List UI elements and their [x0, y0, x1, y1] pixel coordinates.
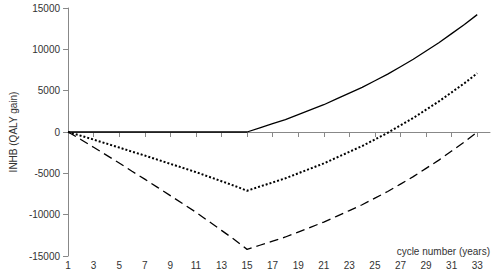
svg-text:-10000: -10000 — [29, 209, 61, 220]
svg-text:21: 21 — [318, 260, 330, 270]
svg-text:23: 23 — [344, 260, 356, 270]
svg-text:0: 0 — [54, 127, 60, 138]
svg-text:11: 11 — [191, 260, 202, 270]
svg-text:19: 19 — [293, 260, 305, 270]
svg-text:3: 3 — [91, 260, 97, 270]
svg-text:10000: 10000 — [32, 44, 60, 55]
svg-text:15: 15 — [241, 260, 253, 270]
svg-text:17: 17 — [267, 260, 279, 270]
svg-text:5: 5 — [116, 260, 122, 270]
svg-text:31: 31 — [446, 260, 458, 270]
svg-text:13: 13 — [216, 260, 228, 270]
svg-text:-5000: -5000 — [34, 168, 60, 179]
svg-text:29: 29 — [421, 260, 433, 270]
svg-text:33: 33 — [472, 260, 484, 270]
svg-text:15000: 15000 — [32, 3, 60, 14]
svg-text:7: 7 — [142, 260, 148, 270]
svg-text:cycle number (years): cycle number (years) — [397, 246, 490, 257]
svg-text:9: 9 — [168, 260, 174, 270]
svg-text:27: 27 — [395, 260, 407, 270]
svg-text:-15000: -15000 — [29, 251, 61, 262]
svg-text:25: 25 — [369, 260, 381, 270]
svg-text:1: 1 — [65, 260, 71, 270]
svg-text:5000: 5000 — [38, 85, 61, 96]
svg-text:INHB (QALY gain): INHB (QALY gain) — [8, 92, 19, 173]
